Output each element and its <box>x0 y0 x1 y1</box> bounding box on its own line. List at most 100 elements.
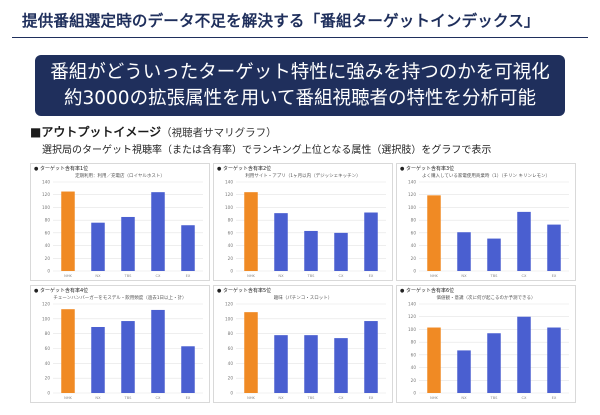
chart-title: ● ターゲット含有率4位 <box>34 288 89 294</box>
x-tick-label: TBS <box>307 396 316 400</box>
bar <box>547 327 561 393</box>
chart-card: ● ターゲット含有率2位 利用サイト・アプリ（1ヶ月以内（デジッシェキッチン） 14… <box>213 163 393 281</box>
bar <box>457 232 471 271</box>
chart-subtitle: 利用サイト・アプリ（1ヶ月以内（デジッシェキッチン） <box>245 174 361 179</box>
y-tick-label: 100 <box>408 205 416 210</box>
y-tick-label: 120 <box>225 302 233 307</box>
banner-line-2: 約3000の拡張属性を用いて番組視聴者の特性を分析可能 <box>63 88 537 109</box>
y-tick-label: 60 <box>228 346 234 351</box>
x-tick-label: EX <box>369 396 374 400</box>
y-tick-label: 140 <box>408 180 416 185</box>
y-tick-label: 20 <box>45 256 51 261</box>
y-tick-label: 0 <box>47 391 50 396</box>
y-tick-label: 80 <box>411 218 417 223</box>
x-tick-label: NHK <box>64 274 72 278</box>
y-tick-label: 60 <box>45 346 51 351</box>
bar <box>487 238 501 271</box>
x-tick-label: CX <box>522 396 528 400</box>
y-tick-label: 60 <box>411 230 417 235</box>
x-tick-label: NX <box>95 396 101 400</box>
x-tick-label: EX <box>552 396 557 400</box>
bar <box>151 192 165 271</box>
bar-chart: 120 100 80 60 40 20 0 NHK NX TBS CX EX <box>225 302 386 400</box>
y-tick-label: 120 <box>408 314 416 319</box>
bar-chart: 140 120 100 80 60 40 20 0 NHK NX TBS CX EX <box>42 180 203 278</box>
x-tick-label: EX <box>186 396 191 400</box>
x-tick-label: TBS <box>124 274 133 278</box>
y-tick-label: 40 <box>45 243 51 248</box>
x-tick-label: EX <box>552 274 557 278</box>
x-tick-label: TBS <box>124 396 133 400</box>
x-tick-label: TBS <box>490 274 499 278</box>
chart-card: ● ターゲット含有率5位 趣味（パチンコ・スロット） 120 100 80 60 40 20 0… <box>213 285 393 403</box>
bar-chart: 140 120 100 80 60 40 20 0 NHK NX TBS CX EX <box>408 302 569 400</box>
chart-title: ● ターゲット含有率3位 <box>400 166 455 172</box>
y-tick-label: 100 <box>42 316 50 321</box>
y-tick-label: 60 <box>228 230 234 235</box>
y-tick-label: 60 <box>45 230 51 235</box>
chart-card: ● ターゲット含有率3位よく購入している家電使用商業時（1）（チリン キリンレモ… <box>396 163 576 281</box>
bar <box>61 309 75 393</box>
chart-card: ● ターゲット含有率4位チェーンハンバーガーをモスデル・飲用頻度（過去1日以上・… <box>30 285 210 403</box>
y-tick-label: 100 <box>408 327 416 332</box>
x-tick-label: NX <box>461 396 467 400</box>
chart-subtitle: よく購入している家電使用商業時（1）（チリン キリンレモン） <box>422 174 550 179</box>
y-tick-label: 0 <box>413 391 416 396</box>
bar <box>364 212 378 271</box>
page-title: 提供番組選定時のデータ不足を解決する「番組ターゲットインデックス」 <box>22 12 540 30</box>
x-tick-label: CX <box>156 274 162 278</box>
y-tick-label: 40 <box>411 243 417 248</box>
y-tick-label: 0 <box>230 391 233 396</box>
bar <box>244 312 258 393</box>
bar <box>517 211 531 271</box>
y-tick-label: 20 <box>228 256 234 261</box>
y-tick-label: 80 <box>45 218 51 223</box>
x-tick-label: NX <box>278 274 284 278</box>
bar <box>457 350 471 393</box>
bar <box>334 338 348 393</box>
y-tick-label: 0 <box>47 269 50 274</box>
y-tick-label: 120 <box>225 192 233 197</box>
bar <box>334 232 348 271</box>
bar <box>547 224 561 271</box>
y-tick-label: 100 <box>225 316 233 321</box>
y-tick-label: 120 <box>408 192 416 197</box>
x-tick-label: CX <box>522 274 528 278</box>
y-tick-label: 140 <box>225 180 233 185</box>
chart-card: ● ターゲット含有率1位 定期利用：利用／充電店（ロイヤルホスト） 140 120 10… <box>30 163 210 281</box>
square-bullet-icon: ■ <box>30 125 42 139</box>
bar <box>121 321 135 393</box>
chart-card: ● ターゲット含有率6位 価値観・意識（次に何が起こるのか予測できる） 140 120… <box>396 285 576 403</box>
x-tick-label: CX <box>156 396 162 400</box>
x-tick-label: NX <box>278 396 284 400</box>
chart-title: ● ターゲット含有率5位 <box>217 288 272 294</box>
section-heading: ■アウトプットイメージ（視聴者サマリグラフ） <box>30 123 277 140</box>
x-tick-label: EX <box>369 274 374 278</box>
bar <box>274 213 288 271</box>
section-title: アウトプットイメージ <box>41 125 162 139</box>
bar <box>427 327 441 393</box>
y-tick-label: 0 <box>413 269 416 274</box>
chart-subtitle: チェーンハンバーガーをモスデル・飲用頻度（過去1日以上・計） <box>53 296 187 301</box>
bar <box>274 335 288 393</box>
summary-banner: 番組がどういったターゲット特性に強みを持つのかを可視化 約3000の拡張属性を用… <box>35 55 565 116</box>
banner-line-1: 番組がどういったターゲット特性に強みを持つのかを可視化 <box>50 62 550 83</box>
bar <box>517 316 531 393</box>
x-tick-label: CX <box>339 274 345 278</box>
y-tick-label: 140 <box>42 180 50 185</box>
y-tick-label: 100 <box>42 205 50 210</box>
chart-subtitle: 定期利用：利用／充電店（ロイヤルホスト） <box>75 174 165 179</box>
bar <box>244 192 258 271</box>
bar-chart: 140 120 100 80 60 40 20 0 NHK NX TBS CX EX <box>225 180 386 278</box>
bar <box>487 333 501 393</box>
bar-chart: 140 120 100 80 60 40 20 0 NHK NX TBS CX EX <box>408 180 569 278</box>
title-divider <box>12 37 588 38</box>
bar <box>181 346 195 393</box>
y-tick-label: 20 <box>411 378 417 383</box>
bar <box>181 225 195 271</box>
y-tick-label: 40 <box>228 361 234 366</box>
bar <box>91 326 105 393</box>
x-tick-label: NHK <box>247 396 255 400</box>
y-tick-label: 80 <box>45 331 51 336</box>
y-tick-label: 80 <box>411 340 417 345</box>
